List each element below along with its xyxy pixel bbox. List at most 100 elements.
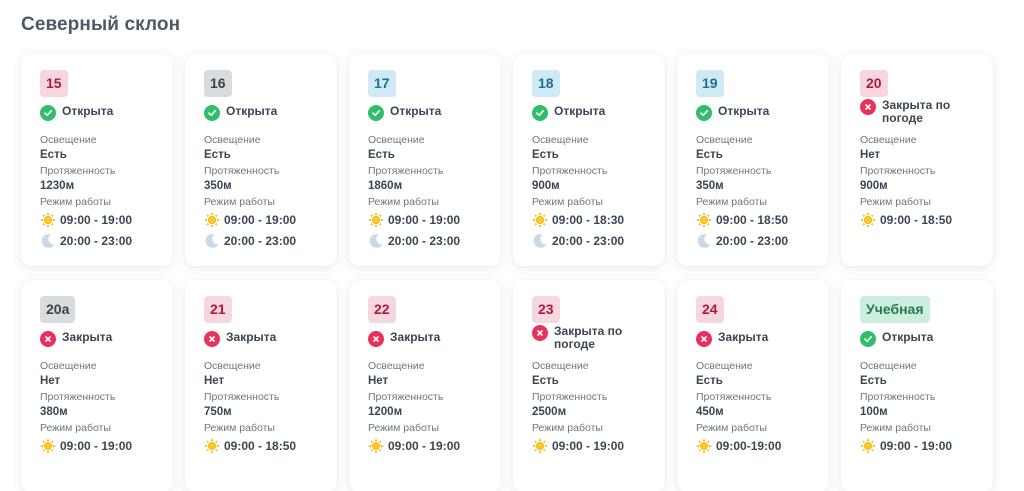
length-value: 100м bbox=[860, 406, 888, 418]
status-text: Открыта bbox=[390, 104, 442, 118]
length-value: 750м bbox=[204, 406, 232, 418]
trail-number-badge: 19 bbox=[696, 70, 724, 97]
trail-card-17[interactable]: 17 Открыта Освещение Есть Протяженность … bbox=[349, 54, 501, 266]
day-hours: 09:00 - 19:00 bbox=[860, 436, 993, 456]
trail-status: Закрыта по погоде bbox=[860, 99, 993, 133]
status-text: Закрыта по погоде bbox=[554, 324, 623, 351]
length-value: 350м bbox=[204, 180, 232, 192]
status-text: Закрыта bbox=[226, 330, 277, 344]
hours-label: Режим работы bbox=[40, 196, 111, 208]
hours-label: Режим работы bbox=[696, 422, 767, 434]
status-text: Закрыта по погоде bbox=[882, 98, 951, 125]
lighting-value: Нет bbox=[860, 149, 881, 161]
moon-icon bbox=[205, 233, 219, 248]
sun-icon bbox=[860, 438, 876, 454]
day-hours-text: 09:00 - 19:00 bbox=[60, 213, 133, 227]
moon-icon bbox=[533, 233, 547, 248]
trail-number-badge: 24 bbox=[696, 296, 724, 323]
length-label: Протяженность bbox=[696, 165, 772, 177]
length-value: 1860м bbox=[368, 180, 403, 192]
close-circle-icon bbox=[860, 99, 876, 115]
day-hours-text: 09:00 - 19:00 bbox=[60, 439, 133, 453]
sun-icon bbox=[40, 212, 56, 228]
length-label: Протяженность bbox=[368, 165, 444, 177]
trail-status: Закрыта bbox=[368, 331, 501, 359]
length-label: Протяженность bbox=[860, 391, 936, 403]
status-text: Открыта bbox=[718, 104, 770, 118]
trail-card-24[interactable]: 24 Закрыта Освещение Есть Протяженность … bbox=[677, 280, 829, 491]
hours-label: Режим работы bbox=[204, 422, 275, 434]
trail-status: Открыта bbox=[40, 105, 173, 133]
check-circle-icon bbox=[204, 105, 220, 121]
sun-icon bbox=[532, 438, 548, 454]
sun-icon bbox=[532, 212, 548, 228]
length-value: 450м bbox=[696, 406, 724, 418]
trail-card-16[interactable]: 16 Открыта Освещение Есть Протяженность … bbox=[185, 54, 337, 266]
day-hours-text: 09:00 - 19:00 bbox=[388, 213, 461, 227]
status-text: Закрыта bbox=[718, 330, 769, 344]
night-hours: 20:00 - 23:00 bbox=[532, 231, 665, 251]
day-hours: 09:00 - 19:00 bbox=[368, 436, 501, 456]
trail-card-19[interactable]: 19 Открыта Освещение Есть Протяженность … bbox=[677, 54, 829, 266]
trail-status: Закрыта bbox=[696, 331, 829, 359]
trail-card-23[interactable]: 23 Закрыта по погоде Освещение Есть Прот… bbox=[513, 280, 665, 491]
length-value: 900м bbox=[860, 180, 888, 192]
sun-icon bbox=[696, 438, 712, 454]
lighting-label: Освещение bbox=[204, 134, 261, 146]
hours-label: Режим работы bbox=[696, 196, 767, 208]
hours-label: Режим работы bbox=[860, 196, 931, 208]
trail-status: Открыта bbox=[204, 105, 337, 133]
day-hours: 09:00 - 19:00 bbox=[368, 210, 501, 230]
sun-icon bbox=[696, 212, 712, 228]
close-circle-icon bbox=[696, 331, 712, 347]
lighting-value: Нет bbox=[368, 375, 389, 387]
length-value: 350м bbox=[696, 180, 724, 192]
status-text: Открыта bbox=[882, 330, 934, 344]
length-value: 1230м bbox=[40, 180, 75, 192]
lighting-value: Есть bbox=[696, 375, 723, 387]
trail-card-Учебная[interactable]: Учебная Открыта Освещение Есть Протяженн… bbox=[841, 280, 993, 491]
length-label: Протяженность bbox=[860, 165, 936, 177]
night-hours-text: 20:00 - 23:00 bbox=[388, 234, 461, 248]
trail-status: Закрыта по погоде bbox=[532, 325, 665, 359]
trail-number-badge: 21 bbox=[204, 296, 232, 323]
lighting-value: Есть bbox=[204, 149, 231, 161]
trail-number-badge: 20 bbox=[860, 70, 888, 97]
lighting-label: Освещение bbox=[860, 360, 917, 372]
trail-status: Закрыта bbox=[204, 331, 337, 359]
day-hours: 09:00 - 19:00 bbox=[532, 436, 665, 456]
trail-card-22[interactable]: 22 Закрыта Освещение Нет Протяженность 1… bbox=[349, 280, 501, 491]
day-hours-text: 09:00 - 18:50 bbox=[224, 439, 297, 453]
night-hours-text: 20:00 - 23:00 bbox=[224, 234, 297, 248]
night-hours-text: 20:00 - 23:00 bbox=[552, 234, 625, 248]
check-circle-icon bbox=[40, 105, 56, 121]
trail-card-20[interactable]: 20 Закрыта по погоде Освещение Нет Протя… bbox=[841, 54, 993, 266]
close-circle-icon bbox=[40, 331, 56, 347]
lighting-value: Есть bbox=[532, 375, 559, 387]
status-text: Закрыта bbox=[390, 330, 441, 344]
day-hours: 09:00 - 19:00 bbox=[40, 210, 173, 230]
sun-icon bbox=[368, 438, 384, 454]
hours-label: Режим работы bbox=[368, 196, 439, 208]
status-text: Открыта bbox=[226, 104, 278, 118]
trail-card-20а[interactable]: 20а Закрыта Освещение Нет Протяженность … bbox=[21, 280, 173, 491]
trail-card-18[interactable]: 18 Открыта Освещение Есть Протяженность … bbox=[513, 54, 665, 266]
day-hours: 09:00 - 18:50 bbox=[860, 210, 993, 230]
sun-icon bbox=[40, 438, 56, 454]
moon-icon bbox=[41, 233, 55, 248]
trail-card-15[interactable]: 15 Открыта Освещение Есть Протяженность … bbox=[21, 54, 173, 266]
check-circle-icon bbox=[696, 105, 712, 121]
lighting-value: Есть bbox=[860, 375, 887, 387]
length-label: Протяженность bbox=[204, 165, 280, 177]
trail-number-badge: 17 bbox=[368, 70, 396, 97]
night-hours: 20:00 - 23:00 bbox=[696, 231, 829, 251]
lighting-label: Освещение bbox=[696, 134, 753, 146]
moon-icon bbox=[697, 233, 711, 248]
lighting-label: Освещение bbox=[40, 134, 97, 146]
day-hours: 09:00-19:00 bbox=[696, 436, 829, 456]
trail-status: Открыта bbox=[368, 105, 501, 133]
trail-card-21[interactable]: 21 Закрыта Освещение Нет Протяженность 7… bbox=[185, 280, 337, 491]
trail-number-badge: 15 bbox=[40, 70, 68, 97]
close-circle-icon bbox=[204, 331, 220, 347]
length-label: Протяженность bbox=[40, 165, 116, 177]
